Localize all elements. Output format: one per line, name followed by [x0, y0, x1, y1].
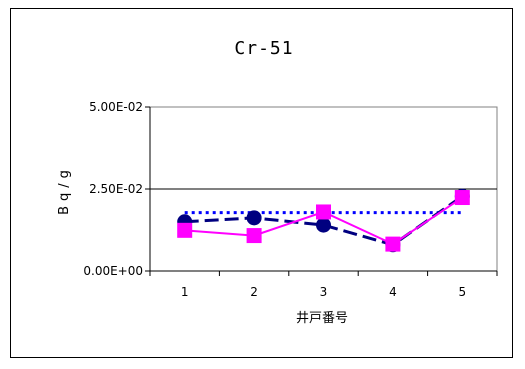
y-tick-label: 2.50E-02	[89, 182, 143, 196]
x-axis-label: 井戸番号	[296, 311, 348, 326]
data-point-square	[177, 222, 193, 238]
y-tick-label: 5.00E-02	[89, 100, 143, 114]
x-tick-label: 3	[320, 285, 328, 299]
y-axis-ticks: 0.00E+00 2.50E-02 5.00E-02	[83, 100, 151, 278]
y-axis-label: Bq/g	[57, 165, 72, 215]
series-line-2	[184, 194, 464, 247]
data-point-square	[246, 228, 262, 244]
x-tick-label: 4	[389, 285, 397, 299]
x-tick-label: 5	[458, 285, 466, 299]
x-tick-label: 2	[250, 285, 258, 299]
data-point-square	[454, 190, 470, 206]
data-point-circle	[246, 210, 262, 226]
x-axis-ticks: 1 2 3 4 5	[149, 270, 498, 299]
x-tick-label: 1	[181, 285, 189, 299]
series-layer	[177, 188, 470, 253]
data-point-square	[316, 204, 331, 220]
data-point-circle	[316, 217, 331, 233]
chart-title: Cr-51	[234, 38, 293, 59]
data-point-square	[385, 236, 401, 252]
y-tick-label: 0.00E+00	[83, 264, 143, 278]
